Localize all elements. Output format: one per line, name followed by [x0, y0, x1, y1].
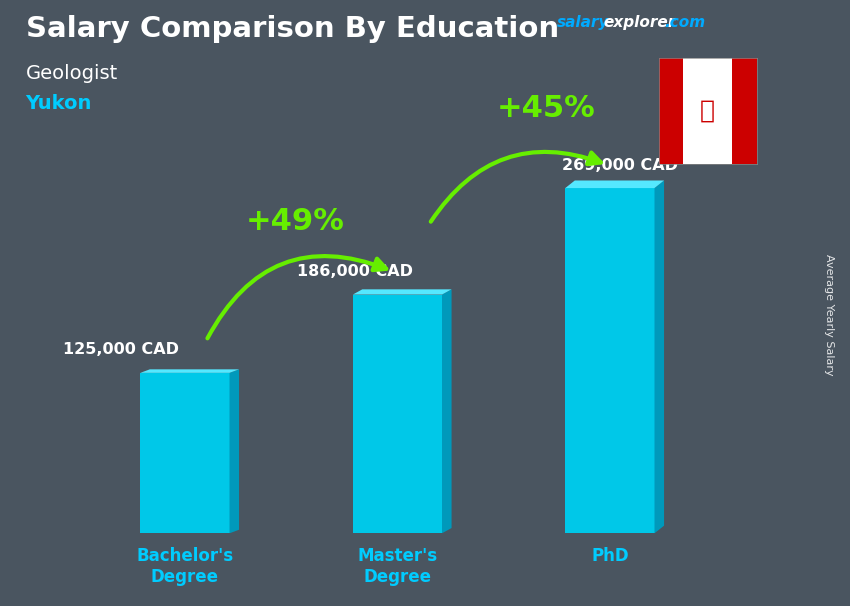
- Polygon shape: [140, 369, 239, 373]
- Text: +45%: +45%: [496, 94, 596, 123]
- Text: 🍁: 🍁: [700, 99, 715, 122]
- Bar: [565, 188, 654, 533]
- Bar: [140, 373, 230, 533]
- Text: 186,000 CAD: 186,000 CAD: [297, 264, 413, 279]
- FancyArrowPatch shape: [207, 256, 386, 338]
- Text: Geologist: Geologist: [26, 64, 118, 82]
- Text: .com: .com: [665, 15, 706, 30]
- Text: Average Yearly Salary: Average Yearly Salary: [824, 255, 834, 376]
- Polygon shape: [230, 369, 239, 533]
- Text: explorer: explorer: [604, 15, 676, 30]
- Text: Salary Comparison By Education: Salary Comparison By Education: [26, 15, 558, 43]
- Bar: [683, 58, 732, 164]
- FancyArrowPatch shape: [431, 152, 601, 222]
- Polygon shape: [654, 181, 664, 533]
- Text: 269,000 CAD: 269,000 CAD: [563, 158, 678, 173]
- Text: 125,000 CAD: 125,000 CAD: [63, 342, 179, 358]
- Polygon shape: [565, 181, 664, 188]
- Text: salary: salary: [557, 15, 609, 30]
- Bar: [353, 295, 442, 533]
- Polygon shape: [442, 289, 451, 533]
- Text: +49%: +49%: [246, 207, 345, 236]
- Text: Yukon: Yukon: [26, 94, 92, 113]
- Bar: [732, 58, 756, 164]
- Bar: [659, 58, 683, 164]
- Polygon shape: [353, 289, 451, 295]
